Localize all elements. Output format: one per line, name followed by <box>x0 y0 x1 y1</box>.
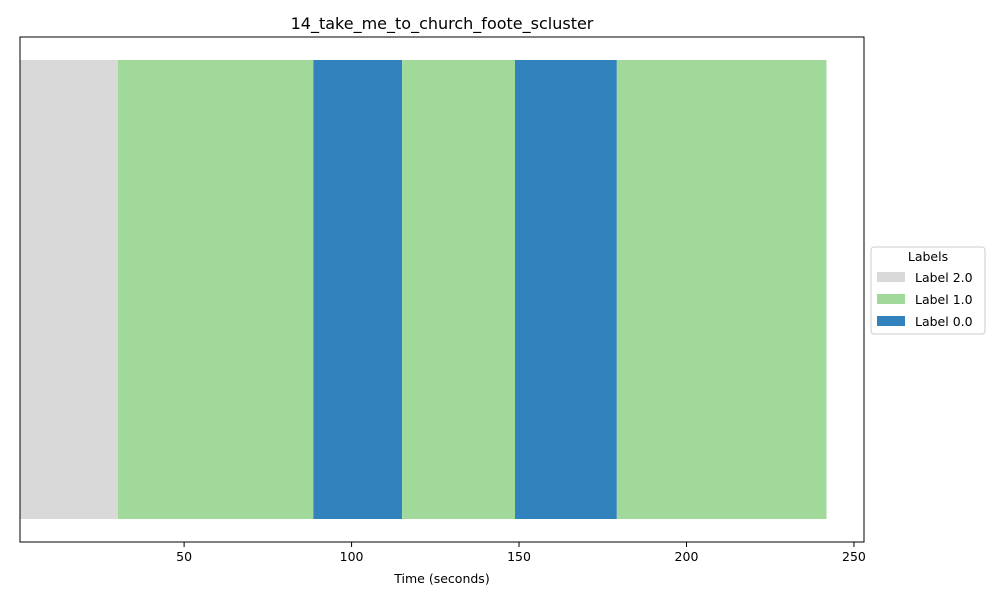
x-tick-label-3: 200 <box>675 549 699 564</box>
x-tick-label-0: 50 <box>176 549 192 564</box>
plot-frame <box>19 36 865 543</box>
legend: Labels Label 2.0 Label 1.0 Label 0.0 <box>870 246 986 335</box>
legend-entries: Label 2.0 Label 1.0 Label 0.0 <box>877 270 973 329</box>
x-tick-label-1: 100 <box>340 549 364 564</box>
legend-swatch-2 <box>877 316 905 326</box>
legend-label-2: Label 0.0 <box>915 314 973 329</box>
segments <box>20 60 827 519</box>
segment-2 <box>313 60 403 519</box>
legend-title: Labels <box>908 249 948 264</box>
legend-label-0: Label 2.0 <box>915 270 973 285</box>
segment-3 <box>402 60 516 519</box>
legend-swatch-0 <box>877 272 905 282</box>
x-tick-label-4: 250 <box>842 549 866 564</box>
segment-5 <box>616 60 827 519</box>
x-tick-label-2: 150 <box>507 549 531 564</box>
segment-4 <box>515 60 617 519</box>
legend-swatch-1 <box>877 294 905 304</box>
segment-1 <box>117 60 314 519</box>
legend-label-1: Label 1.0 <box>915 292 973 307</box>
chart-title: 14_take_me_to_church_foote_scluster <box>291 14 594 34</box>
x-axis-label: Time (seconds) <box>393 571 489 586</box>
legend-box <box>870 246 986 335</box>
segment-0 <box>20 60 118 519</box>
x-axis-ticks: 50 100 150 200 250 <box>176 542 866 564</box>
